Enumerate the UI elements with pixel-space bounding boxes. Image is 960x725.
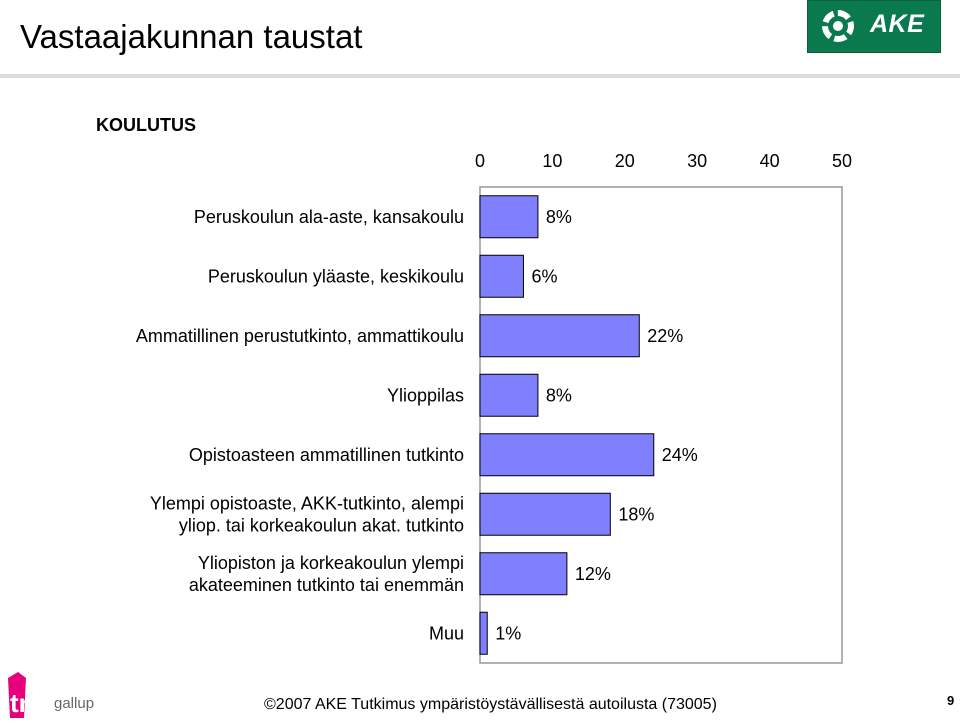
ake-logo: AKE (807, 0, 941, 53)
x-tick-label: 20 (615, 151, 635, 171)
bar (479, 373, 539, 417)
wheel-hub-icon (833, 21, 843, 31)
category-label: akateeminen tutkinto tai enemmän (189, 575, 464, 595)
bar (479, 492, 611, 536)
bar-value-label: 12% (575, 564, 611, 584)
x-tick-label: 30 (687, 151, 707, 171)
bar (479, 552, 568, 596)
bar-value-label: 22% (647, 326, 683, 346)
bar (479, 254, 524, 298)
bar-value-label: 1% (495, 623, 521, 643)
category-label: Ammatillinen perustutkinto, ammattikoulu (136, 326, 464, 346)
page-number: 9 (947, 693, 955, 708)
bar (479, 195, 539, 239)
bar-value-label: 8% (546, 385, 572, 405)
category-label: Peruskoulun ala-aste, kansakoulu (194, 207, 464, 227)
bar-value-label: 6% (531, 266, 557, 286)
bar-value-label: 8% (546, 207, 572, 227)
category-label: Peruskoulun yläaste, keskikoulu (208, 266, 464, 286)
bar-value-label: 24% (662, 445, 698, 465)
x-tick-label: 50 (832, 151, 852, 171)
footer-copyright: ©2007 AKE Tutkimus ympäristöystävällises… (264, 696, 717, 713)
tns-text: tns (10, 688, 49, 718)
logo-text: AKE (870, 10, 925, 38)
x-tick-label: 40 (760, 151, 780, 171)
title-divider (0, 74, 960, 78)
x-tick-label: 10 (542, 151, 562, 171)
page-title: Vastaajakunnan taustat (20, 18, 363, 55)
category-label: Ylempi opistoaste, AKK-tutkinto, alempi (150, 493, 464, 513)
bar-value-label: 18% (618, 504, 654, 524)
x-tick-label: 0 (475, 151, 485, 171)
section-label: KOULUTUS (96, 115, 196, 135)
bar (479, 433, 655, 477)
bar (479, 314, 640, 358)
category-label: Yliopiston ja korkeakoulun ylempi (198, 553, 464, 573)
category-label: Ylioppilas (387, 385, 464, 405)
category-label: Opistoasteen ammatillinen tutkinto (189, 445, 464, 465)
category-label: Muu (429, 623, 464, 643)
category-label: yliop. tai korkeakoulun akat. tutkinto (179, 515, 464, 535)
bar (479, 611, 488, 655)
wheel-icon (822, 10, 854, 42)
tns-gallup-logo: tns gallup (6, 668, 98, 720)
gallup-text: gallup (54, 695, 94, 712)
plot-frame (479, 186, 843, 664)
